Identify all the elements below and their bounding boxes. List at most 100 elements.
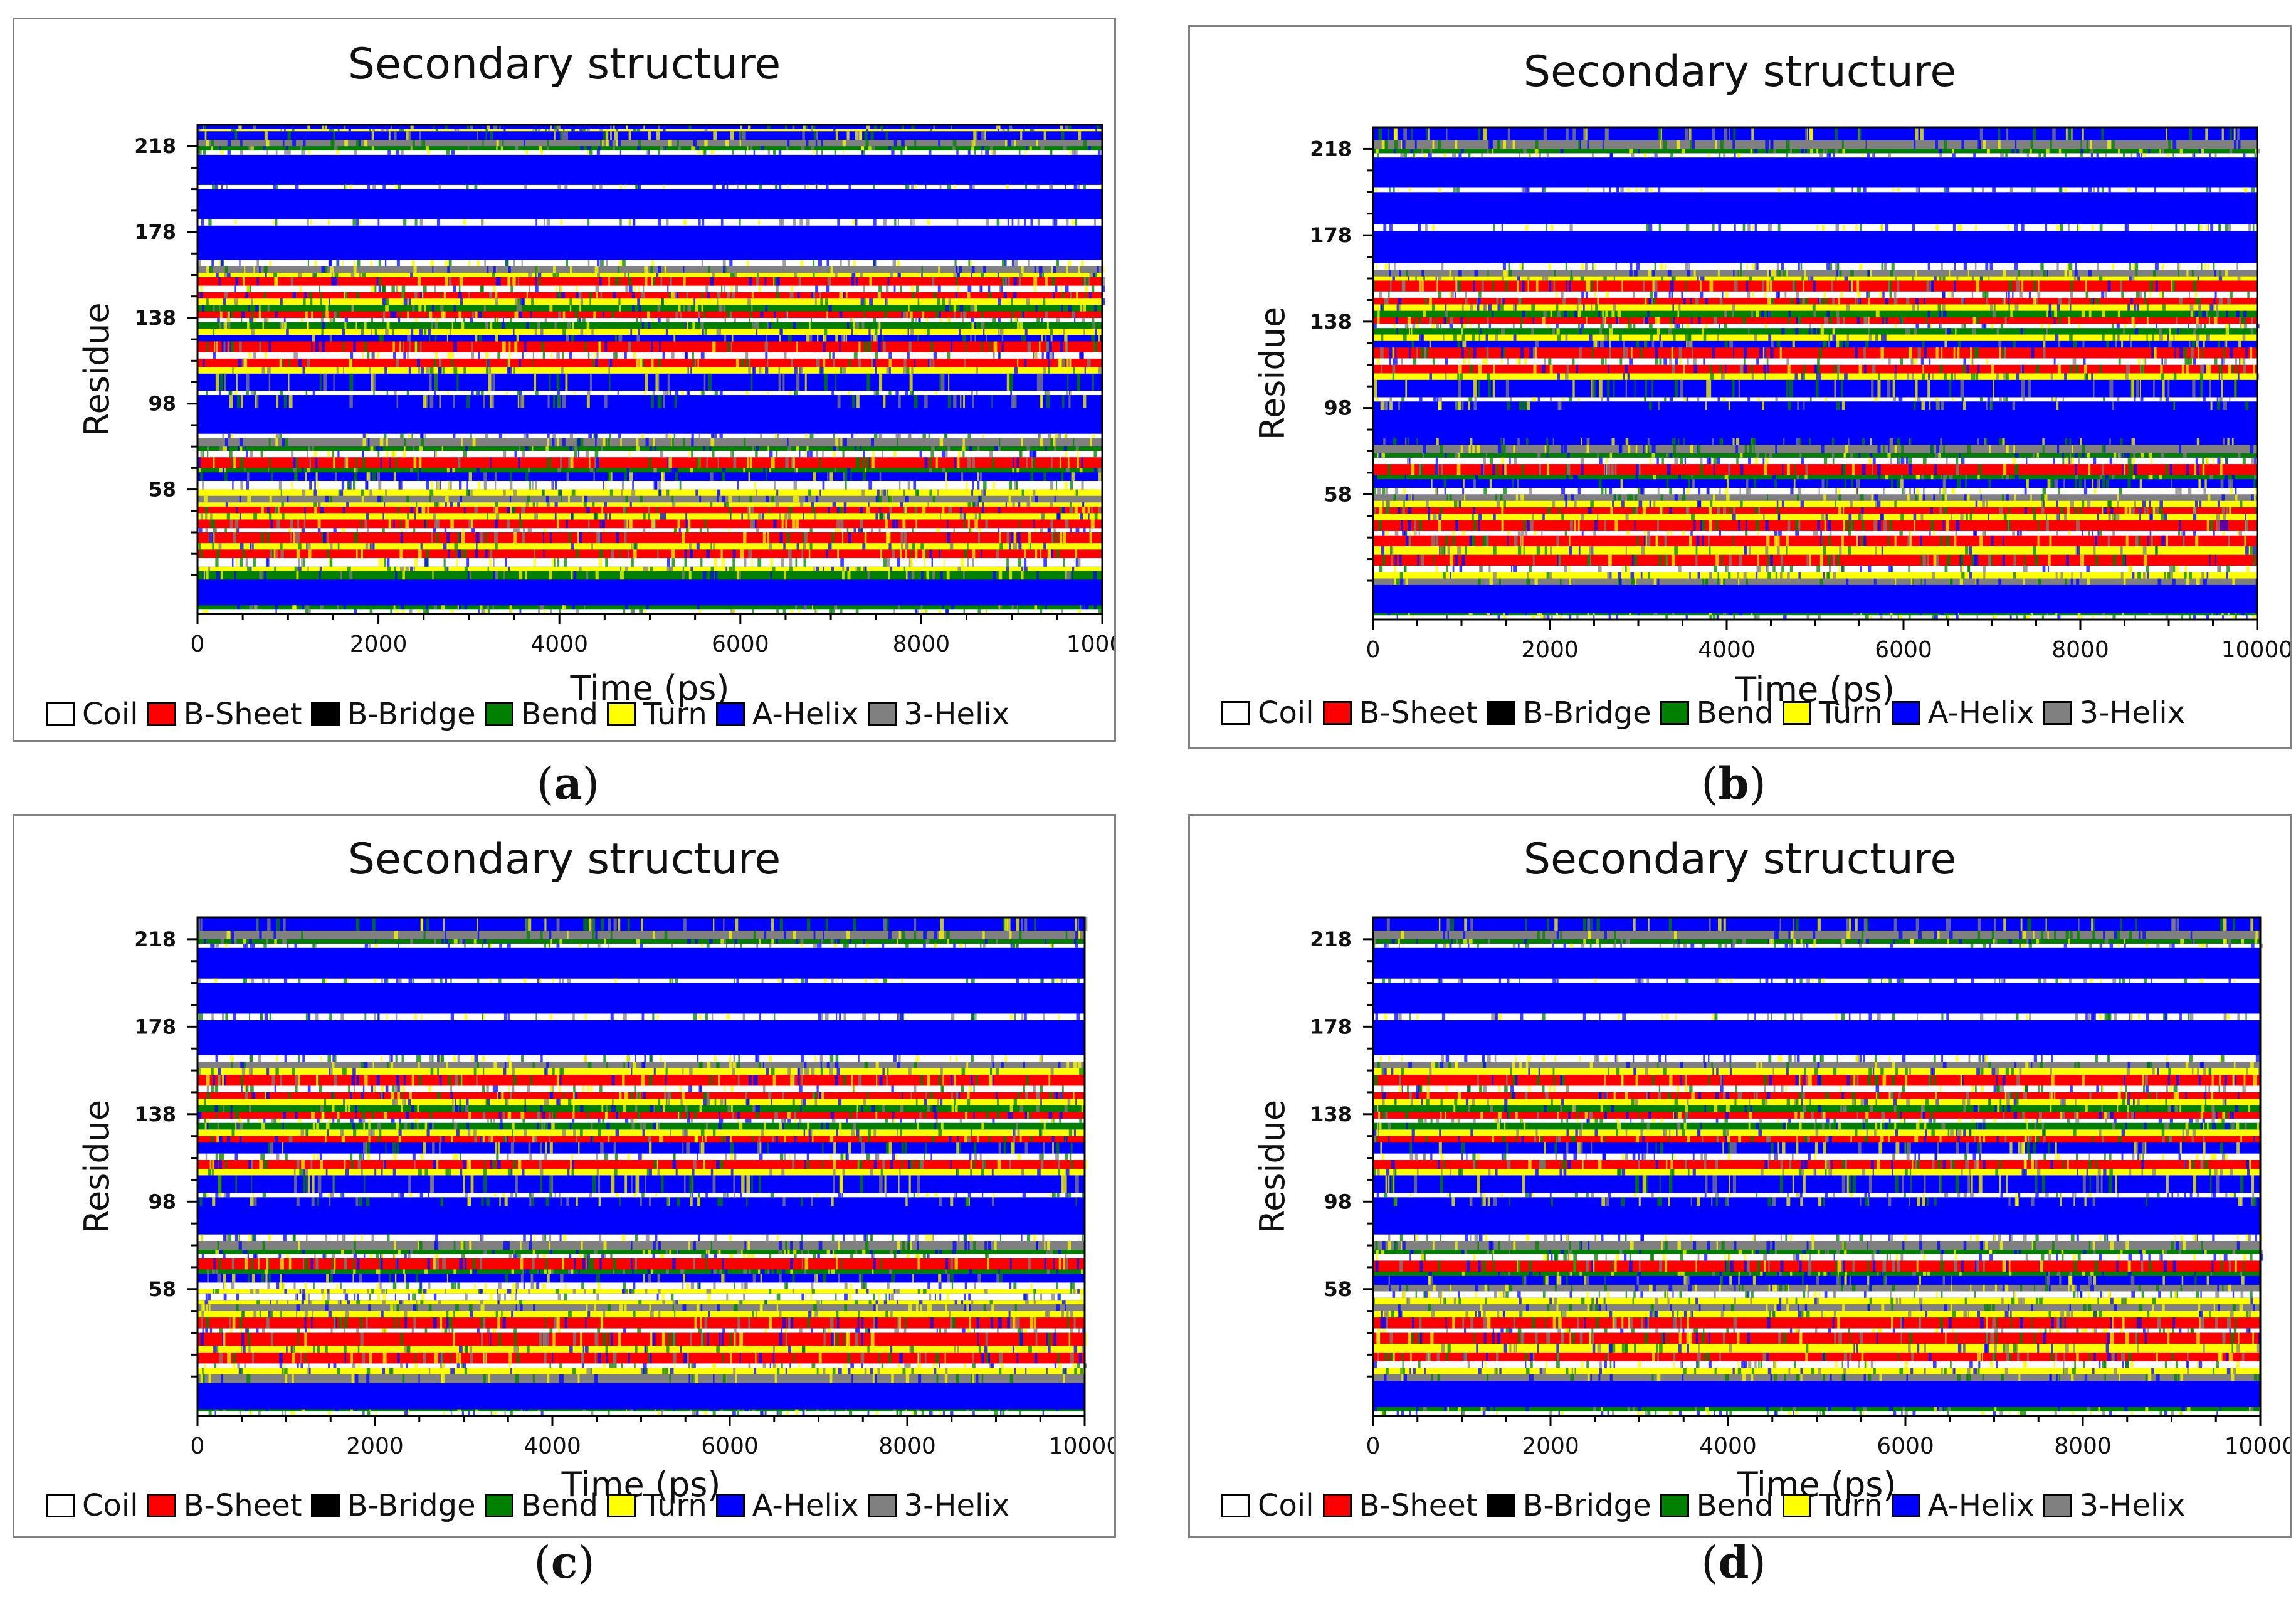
speckle	[1832, 554, 1835, 566]
speckle	[354, 532, 358, 544]
speckle	[992, 480, 995, 490]
speckle	[1000, 285, 1003, 292]
speckle	[633, 543, 637, 550]
caption-letter: a	[554, 757, 582, 810]
speckle	[842, 139, 846, 147]
speckle	[873, 433, 878, 438]
speckle	[872, 451, 875, 458]
speckle	[1767, 572, 1772, 579]
speckle	[905, 184, 907, 189]
speckle	[2078, 615, 2080, 620]
speckle	[1452, 530, 1456, 536]
speckle	[1098, 335, 1100, 342]
speckle	[1959, 453, 1961, 458]
speckle	[401, 285, 406, 292]
speckle	[1052, 292, 1055, 299]
speckle	[216, 273, 219, 277]
speckle	[561, 495, 562, 503]
speckle	[410, 125, 414, 129]
speckle	[1009, 125, 1013, 129]
speckle	[933, 292, 937, 299]
speckle	[1489, 578, 1493, 585]
speckle	[478, 391, 480, 396]
speckle	[819, 457, 821, 468]
speckle	[325, 311, 329, 318]
speckle	[399, 480, 403, 490]
speckle	[424, 519, 426, 529]
speckle	[1547, 445, 1550, 453]
speckle	[651, 277, 653, 286]
speckle	[1478, 364, 1482, 374]
structure-band	[197, 495, 1102, 503]
speckle	[444, 566, 447, 571]
speckle	[948, 373, 950, 391]
speckle	[613, 292, 616, 299]
speckle	[1520, 535, 1523, 546]
speckle	[1932, 615, 1935, 620]
speckle	[2131, 379, 2135, 398]
speckle	[848, 532, 851, 544]
speckle	[203, 495, 208, 503]
speckle	[2093, 487, 2097, 495]
speckle	[804, 532, 808, 544]
speckle	[496, 139, 499, 147]
speckle	[324, 125, 327, 129]
structure-band	[197, 260, 1102, 266]
speckle	[2183, 535, 2185, 546]
speckle	[645, 566, 649, 571]
speckle	[329, 317, 332, 322]
speckle	[593, 513, 596, 520]
speckle	[280, 322, 284, 329]
speckle	[868, 502, 870, 507]
speckle	[333, 311, 337, 318]
speckle	[1825, 514, 1827, 520]
speckle	[732, 609, 735, 614]
speckle	[1457, 373, 1460, 380]
speckle	[767, 391, 769, 396]
speckle	[367, 184, 371, 189]
speckle	[248, 305, 250, 312]
structure-band	[1373, 276, 2257, 281]
speckle	[316, 480, 319, 490]
speckle	[793, 480, 797, 490]
speckle	[303, 150, 305, 155]
speckle	[387, 566, 391, 571]
speckle	[1920, 554, 1922, 566]
speckle	[659, 341, 661, 352]
speckle	[806, 446, 809, 451]
speckle	[1724, 364, 1727, 374]
speckle	[837, 219, 840, 226]
speckle	[813, 472, 816, 481]
speckle	[1959, 578, 1963, 585]
speckle	[1066, 266, 1068, 273]
speckle	[993, 150, 996, 155]
speckle	[547, 395, 550, 408]
speckle	[489, 558, 492, 567]
speckle	[2161, 514, 2164, 520]
speckle	[1843, 520, 1845, 531]
speckle	[495, 298, 498, 305]
speckle	[749, 358, 751, 367]
speckle	[2161, 535, 2166, 546]
legend-label: B-Bridge	[347, 697, 476, 732]
structure-band	[1373, 546, 2257, 555]
speckle	[614, 335, 618, 342]
speckle	[523, 433, 527, 438]
speckle	[998, 571, 1003, 580]
speckle	[1930, 520, 1934, 531]
speckle	[629, 502, 632, 507]
speckle	[571, 571, 573, 580]
speckle	[480, 219, 484, 226]
speckle	[285, 438, 289, 447]
speckle	[2062, 457, 2065, 465]
speckle	[1787, 364, 1791, 374]
speckle	[1824, 397, 1827, 402]
speckle	[973, 131, 977, 140]
speckle	[519, 358, 522, 367]
speckle	[221, 341, 224, 352]
speckle	[485, 129, 488, 132]
speckle	[2149, 500, 2151, 507]
speckle	[2046, 613, 2048, 616]
speckle	[2023, 565, 2025, 572]
speckle	[1964, 494, 1967, 501]
